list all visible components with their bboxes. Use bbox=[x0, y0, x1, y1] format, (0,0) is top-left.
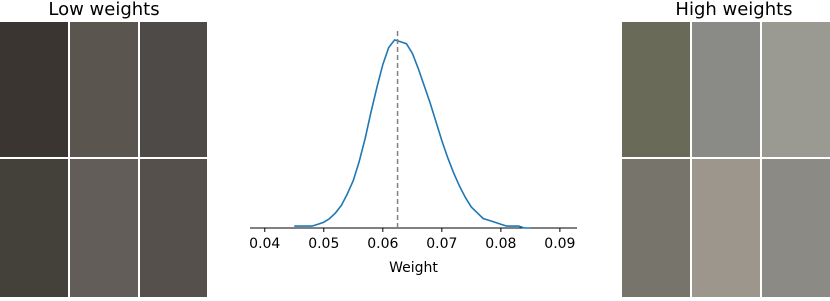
x-tick-label: 0.08 bbox=[485, 236, 516, 252]
photo bbox=[70, 22, 138, 157]
distribution-line bbox=[294, 38, 531, 229]
photo bbox=[692, 22, 760, 157]
low-weight-images bbox=[0, 22, 207, 297]
left-title: Low weights bbox=[48, 0, 159, 20]
photo bbox=[762, 22, 830, 157]
photo bbox=[762, 159, 830, 297]
photo bbox=[622, 22, 690, 157]
high-weight-images bbox=[622, 22, 830, 297]
x-tick-label: 0.04 bbox=[249, 236, 280, 252]
x-tick-label: 0.09 bbox=[544, 236, 575, 252]
x-tick-label: 0.05 bbox=[308, 236, 339, 252]
photo bbox=[0, 159, 68, 297]
x-axis-label: Weight bbox=[389, 260, 438, 276]
x-tick-label: 0.06 bbox=[367, 236, 398, 252]
photo bbox=[692, 159, 760, 297]
photo bbox=[140, 159, 207, 297]
photo bbox=[140, 22, 207, 157]
photo bbox=[70, 159, 138, 297]
photo bbox=[0, 22, 68, 157]
histogram-chart: 0.04 0.05 0.06 0.07 0.08 0.09 Weight bbox=[249, 30, 577, 276]
right-title: High weights bbox=[675, 0, 792, 20]
x-tick-label: 0.07 bbox=[426, 236, 457, 252]
photo bbox=[622, 159, 690, 297]
